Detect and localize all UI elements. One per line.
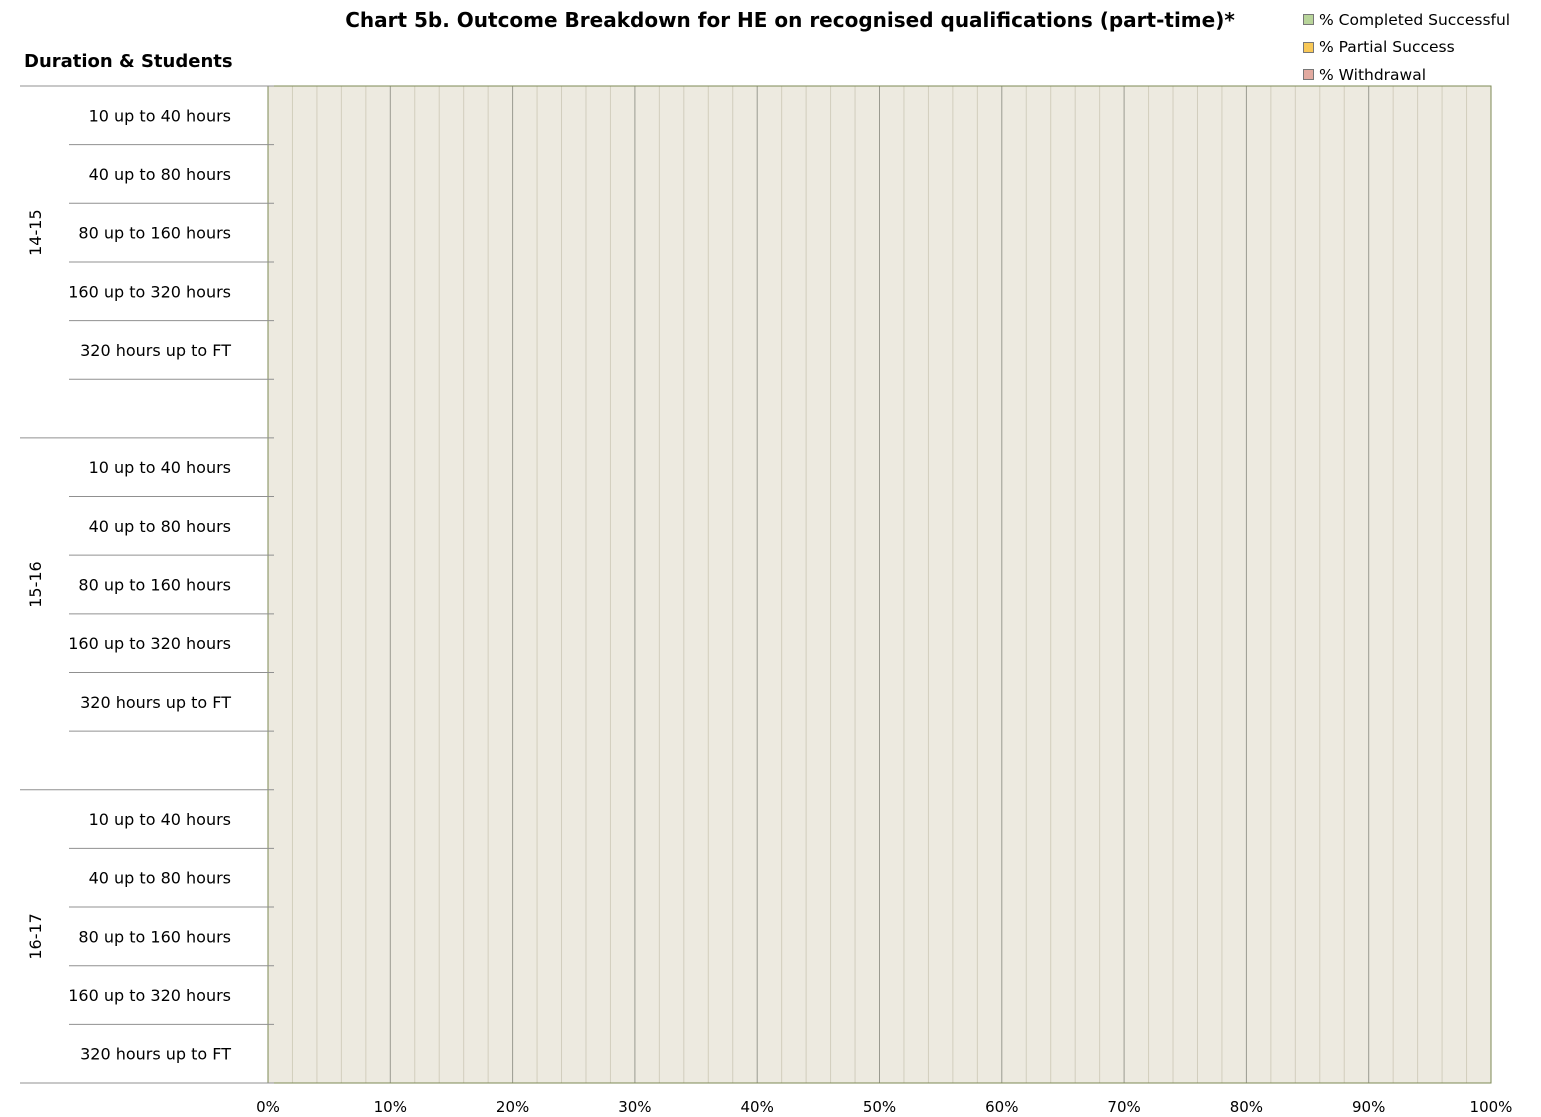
- y-axis-title: Duration & Students: [24, 51, 233, 72]
- x-tick-label: 30%: [618, 1098, 651, 1116]
- category-label: 160 up to 320 hours: [68, 282, 231, 301]
- legend-label-completed-successful: % Completed Successful: [1319, 10, 1511, 29]
- category-label: 40 up to 80 hours: [89, 869, 231, 888]
- legend-label-withdrawal: % Withdrawal: [1319, 65, 1427, 84]
- x-tick-label: 90%: [1352, 1098, 1385, 1116]
- x-tick-label: 20%: [496, 1098, 529, 1116]
- category-label: 80 up to 160 hours: [78, 576, 231, 595]
- category-label: 10 up to 40 hours: [89, 810, 231, 829]
- category-label: 160 up to 320 hours: [68, 986, 231, 1005]
- x-tick-label: 60%: [985, 1098, 1018, 1116]
- category-label: 320 hours up to FT: [80, 693, 231, 712]
- x-tick-label: 10%: [374, 1098, 407, 1116]
- legend: % Completed Successful % Partial Success…: [1303, 6, 1510, 89]
- chart-title: Chart 5b. Outcome Breakdown for HE on re…: [345, 8, 1235, 32]
- category-label: 80 up to 160 hours: [78, 927, 231, 946]
- category-label: 10 up to 40 hours: [89, 458, 231, 477]
- category-label: 320 hours up to FT: [80, 341, 231, 360]
- x-tick-label: 70%: [1107, 1098, 1140, 1116]
- plot-border: [267, 85, 1492, 1084]
- category-label: 10 up to 40 hours: [89, 106, 231, 125]
- category-label: 40 up to 80 hours: [89, 517, 231, 536]
- group-label: 15-16: [26, 561, 45, 608]
- group-label: 14-15: [26, 209, 45, 256]
- x-tick-label: 0%: [256, 1098, 280, 1116]
- legend-swatch-partial-success: [1303, 41, 1314, 53]
- category-label: 160 up to 320 hours: [68, 634, 231, 653]
- legend-swatch-withdrawal: [1303, 69, 1314, 81]
- x-tick-label: 50%: [863, 1098, 896, 1116]
- legend-item-partial-success: % Partial Success: [1303, 34, 1510, 62]
- legend-label-partial-success: % Partial Success: [1319, 38, 1455, 57]
- category-label: 320 hours up to FT: [80, 1045, 231, 1064]
- category-label: 80 up to 160 hours: [78, 224, 231, 243]
- legend-item-completed-successful: % Completed Successful: [1303, 6, 1510, 34]
- x-tick-label: 100%: [1470, 1098, 1513, 1116]
- legend-swatch-completed-successful: [1303, 14, 1314, 26]
- legend-item-withdrawal: % Withdrawal: [1303, 61, 1510, 89]
- x-tick-label: 80%: [1230, 1098, 1263, 1116]
- x-tick-label: 40%: [741, 1098, 774, 1116]
- group-label: 16-17: [26, 913, 45, 960]
- category-label: 40 up to 80 hours: [89, 165, 231, 184]
